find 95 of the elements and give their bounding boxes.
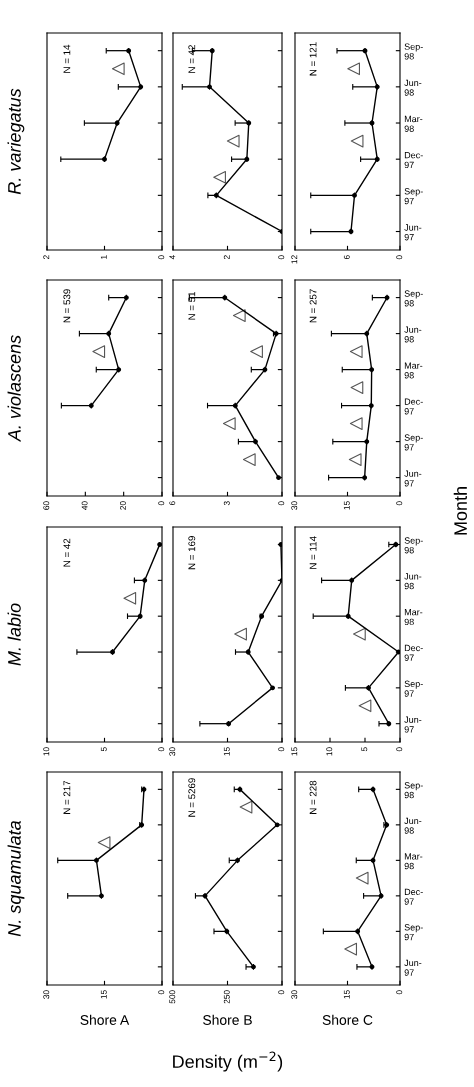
y-tick-label: Sep- 98 (404, 537, 423, 554)
point (226, 134, 240, 148)
x-axis-title: Shore B (203, 1014, 252, 1025)
x-tick-label: 2 (223, 255, 230, 260)
x-tick-label: 15 (223, 747, 230, 756)
point (239, 800, 253, 814)
x-tick-label: 0 (278, 747, 285, 752)
y-tick-label: Jun- 97 (404, 716, 422, 733)
x-tick-label: 6 (343, 255, 350, 260)
x-tick-label: 3 (223, 501, 230, 506)
y-tick-label: Mar- 98 (404, 609, 423, 626)
y-tick-label: Sep- 98 (404, 43, 423, 60)
x-tick-label: 30 (291, 501, 298, 510)
annotation: N = 228 (309, 780, 317, 814)
text: Month (453, 487, 467, 535)
x-tick-label: 6 (169, 501, 176, 506)
annotation: N = 5269 (188, 778, 196, 817)
point (213, 170, 226, 184)
x-tick-label: 0 (158, 501, 165, 506)
x-tick-label: 0 (396, 990, 403, 995)
x-tick-label: 10 (43, 747, 50, 756)
point (123, 591, 137, 605)
x-tick-label: 20 (120, 501, 126, 510)
x-tick-label: 30 (43, 990, 50, 999)
x-tick-label: 15 (343, 501, 350, 510)
y-tick-label: Sep- 97 (404, 924, 423, 941)
y-tick-label: Sep- 97 (404, 188, 423, 205)
y-tick-label: Mar- 98 (404, 115, 423, 132)
y-tick-label: Jun- 98 (404, 79, 422, 96)
x-tick-label: 0 (158, 747, 165, 752)
x-tick-label: 30 (169, 747, 176, 756)
text: N. squamulata (7, 820, 25, 937)
y-tick-label: Dec- 97 (404, 152, 423, 169)
text: M. labio (7, 603, 21, 666)
x-tick-label: 4 (169, 255, 176, 260)
y-tick-label: Jun- 98 (404, 817, 422, 834)
y-tick-label: Dec- 97 (404, 644, 423, 661)
x-axis-title: Shore A (80, 1014, 130, 1025)
point (250, 345, 263, 358)
text: R. variegatus (7, 88, 25, 195)
annotation: N = 121 (309, 42, 317, 76)
point (242, 453, 256, 466)
y-tick-label: Dec- 97 (404, 888, 423, 905)
x-tick-label: 0 (396, 255, 403, 260)
y-tick-label: Jun- 98 (404, 326, 422, 343)
x-tick-label: 60 (43, 501, 50, 510)
annotation: N = 257 (309, 289, 317, 323)
y-tick-label: Jun- 97 (404, 470, 422, 487)
point (234, 627, 247, 641)
x-tick-label: 30 (291, 990, 298, 999)
annotation: N = 42 (63, 538, 71, 567)
x-axis-title: Shore C (322, 1014, 373, 1025)
point (92, 345, 106, 358)
x-tick-label: 1 (100, 255, 107, 259)
x-tick-label: 12 (291, 255, 298, 264)
x-tick-label: 0 (396, 501, 403, 506)
y-tick-label: Jun- 97 (404, 959, 422, 976)
x-tick-label: 40 (81, 501, 88, 510)
y-tick-label: Sep- 97 (404, 434, 423, 451)
point (111, 62, 125, 76)
point (222, 417, 236, 430)
x-tick-label: 0 (158, 990, 165, 995)
x-tick-label: 10 (326, 747, 333, 756)
x-tick-label: 250 (223, 990, 230, 1004)
text: Density (m$^{−2}$) (173, 1051, 283, 1072)
point (232, 309, 246, 322)
annotation: N = 42 (188, 45, 196, 73)
x-tick-label: 0 (396, 747, 403, 752)
y-tick-label: Sep- 97 (404, 680, 423, 697)
point (270, 685, 275, 691)
y-tick-label: Jun- 98 (404, 573, 422, 590)
x-tick-label: 15 (343, 990, 350, 999)
y-tick-label: Sep- 98 (404, 782, 423, 799)
x-tick-label: 15 (100, 990, 107, 999)
x-tick-label: 5 (361, 747, 368, 752)
y-tick-label: Sep- 98 (404, 290, 423, 307)
x-tick-label: 0 (158, 255, 165, 260)
annotation: N = 217 (63, 780, 71, 814)
annotation: N = 14 (63, 44, 71, 73)
x-tick-label: 0 (278, 501, 285, 506)
point (97, 836, 111, 849)
text: A. violascens (7, 335, 21, 443)
y-tick-label: Mar- 98 (404, 362, 423, 379)
annotation: N = 539 (63, 289, 71, 323)
x-tick-label: 0 (278, 990, 285, 995)
annotation: N = 114 (309, 536, 317, 569)
x-tick-label: 15 (291, 747, 298, 756)
y-tick-label: Dec- 97 (404, 398, 423, 415)
x-tick-label: 2 (43, 255, 50, 260)
annotation: N = 169 (188, 536, 196, 570)
x-tick-label: 500 (169, 990, 176, 1004)
y-tick-label: Mar- 98 (404, 853, 423, 870)
x-tick-label: 0 (278, 255, 285, 260)
x-tick-label: 5 (100, 747, 107, 752)
y-tick-label: Jun- 97 (404, 224, 422, 241)
